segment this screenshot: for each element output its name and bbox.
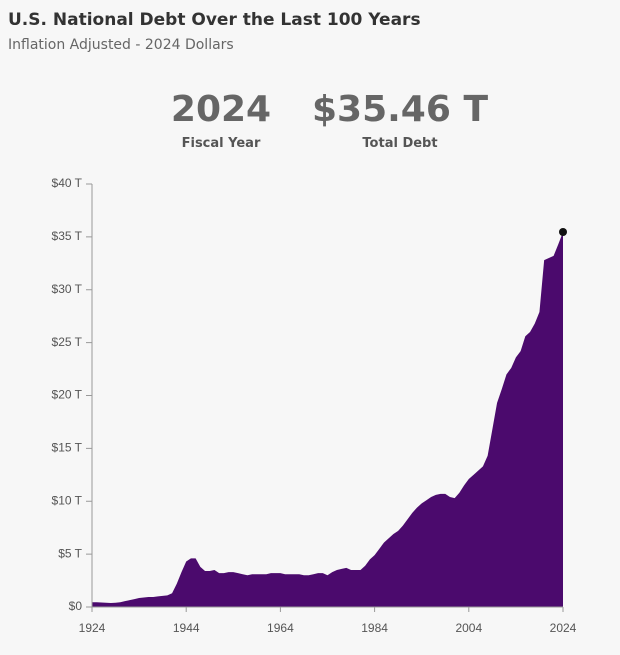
title: U.S. National Debt Over the Last 100 Yea… — [8, 10, 421, 30]
x-tick-label: 1984 — [361, 621, 388, 635]
x-tick-label: 1924 — [79, 621, 106, 635]
y-tick-label: $10 T — [52, 493, 83, 507]
year-label: Fiscal Year — [182, 136, 261, 151]
y-tick-label: $30 T — [52, 282, 83, 296]
x-tick-label: 1964 — [267, 621, 294, 635]
x-tick-label: 2004 — [455, 621, 482, 635]
y-tick-label: $15 T — [52, 441, 83, 455]
subtitle: Inflation Adjusted - 2024 Dollars — [8, 37, 234, 53]
area — [92, 232, 563, 607]
y-tick-label: $25 T — [52, 335, 83, 349]
y-tick-label: $20 T — [52, 388, 83, 402]
end-marker — [559, 228, 567, 237]
year-value: 2024 — [171, 89, 271, 130]
debt-label: Total Debt — [362, 136, 437, 151]
y-tick-label: $0 — [69, 599, 83, 613]
x-tick-label: 2024 — [550, 621, 577, 635]
y-tick-label: $5 T — [58, 546, 82, 560]
x-tick-label: 1944 — [173, 621, 200, 635]
y-tick-label: $35 T — [52, 229, 83, 243]
y-tick-label: $40 T — [52, 176, 83, 190]
debt-value: $35.46 T — [312, 89, 488, 130]
